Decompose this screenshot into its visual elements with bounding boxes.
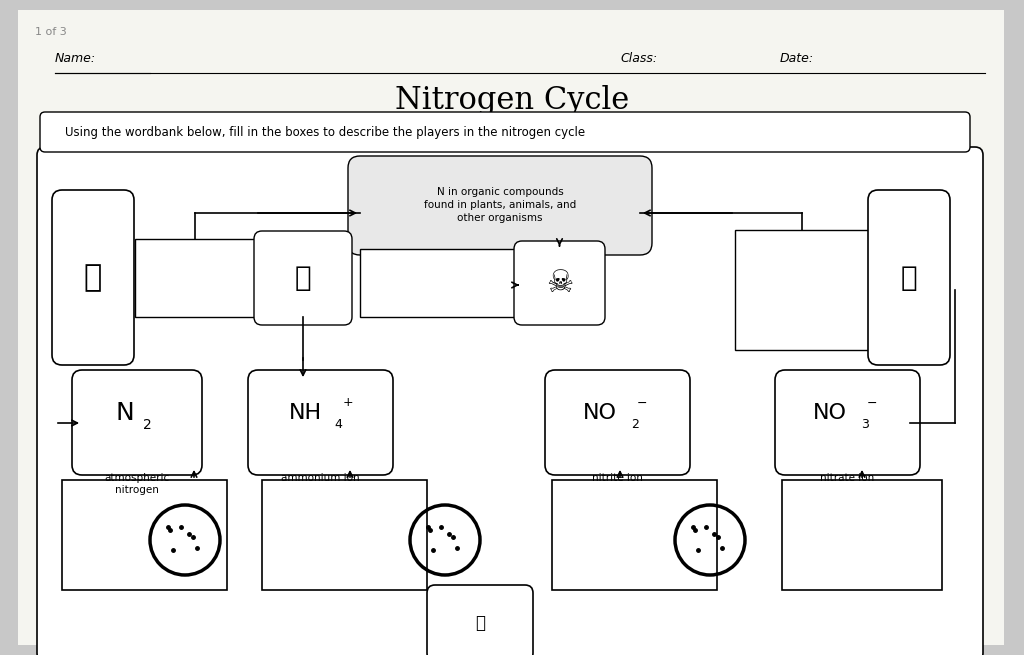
FancyBboxPatch shape [427,585,534,655]
FancyBboxPatch shape [37,147,983,655]
Text: 🦠: 🦠 [475,614,485,632]
FancyBboxPatch shape [868,190,950,365]
Text: Date:: Date: [780,52,814,65]
Text: −: − [637,396,647,409]
FancyBboxPatch shape [514,241,605,325]
Text: nitrate ion: nitrate ion [820,473,874,483]
Text: NO: NO [583,403,617,423]
Text: 3: 3 [861,419,869,432]
FancyBboxPatch shape [40,112,970,152]
FancyBboxPatch shape [545,370,690,475]
FancyBboxPatch shape [62,480,227,590]
FancyBboxPatch shape [782,480,942,590]
FancyBboxPatch shape [775,370,920,475]
FancyBboxPatch shape [254,231,352,325]
Text: −: − [866,396,878,409]
FancyBboxPatch shape [552,480,717,590]
FancyBboxPatch shape [135,239,255,317]
FancyBboxPatch shape [348,156,652,255]
Text: 🌾: 🌾 [901,264,918,292]
Text: nitrite ion: nitrite ion [592,473,642,483]
Text: Class:: Class: [620,52,657,65]
Text: Name:: Name: [55,52,96,65]
Text: atmospheric
nitrogen: atmospheric nitrogen [104,473,170,495]
Text: N: N [116,401,134,425]
FancyBboxPatch shape [248,370,393,475]
Text: +: + [343,396,353,409]
Text: Nitrogen Cycle: Nitrogen Cycle [395,84,629,115]
Text: N in organic compounds
found in plants, animals, and
other organisms: N in organic compounds found in plants, … [424,187,577,223]
FancyBboxPatch shape [262,480,427,590]
Text: NO: NO [813,403,847,423]
Text: 🌿: 🌿 [84,263,102,293]
FancyBboxPatch shape [360,249,515,317]
Text: 2: 2 [631,419,639,432]
FancyBboxPatch shape [52,190,134,365]
FancyBboxPatch shape [735,230,870,350]
FancyBboxPatch shape [18,10,1004,645]
Text: 4: 4 [334,419,342,432]
Text: ammonium ion: ammonium ion [281,473,359,483]
Text: Using the wordbank below, fill in the boxes to describe the players in the nitro: Using the wordbank below, fill in the bo… [65,126,585,139]
Text: ☠: ☠ [546,269,573,297]
FancyBboxPatch shape [72,370,202,475]
Text: 2: 2 [142,418,152,432]
Text: 1 of 3: 1 of 3 [35,27,67,37]
Text: NH: NH [289,403,322,423]
Text: 🍄: 🍄 [295,264,311,292]
